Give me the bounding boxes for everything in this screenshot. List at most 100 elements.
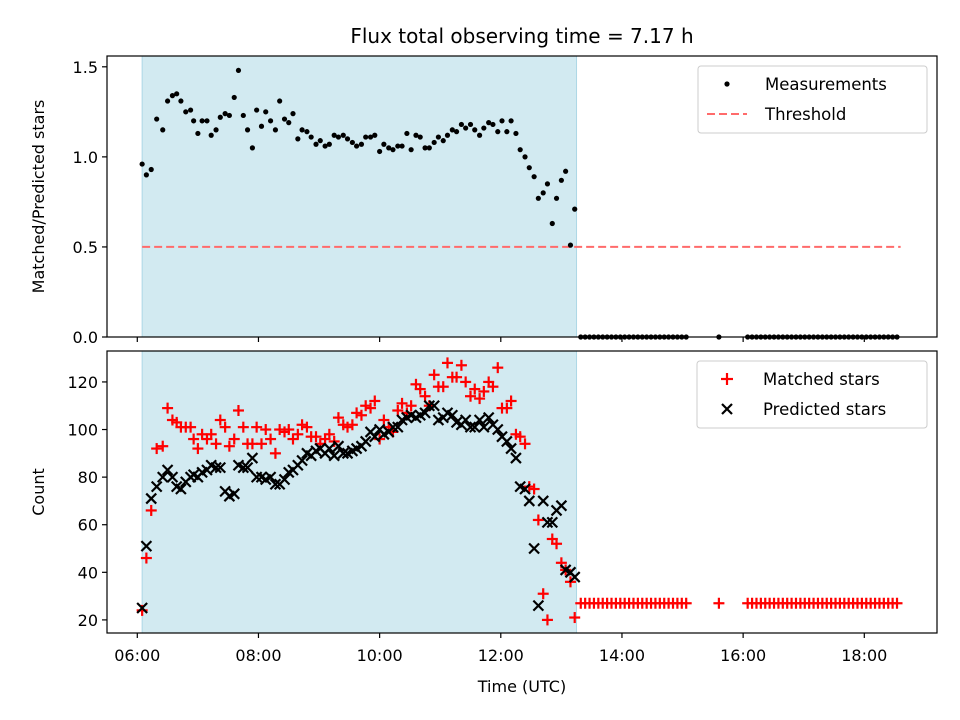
x-axis-label: Time (UTC): [477, 677, 566, 696]
measurement-point: [154, 116, 160, 122]
measurement-point: [386, 145, 392, 151]
matched-star-point: [514, 431, 526, 443]
bottom-legend-box: [696, 360, 928, 429]
predicted-star-point: [296, 454, 308, 467]
matched-star-point: [392, 404, 404, 416]
y-tick-label: 20: [78, 611, 98, 630]
measurement-point: [164, 98, 171, 104]
bottom-legend: Matched stars Predicted stars: [696, 360, 928, 429]
observing-span-shade-bottom: [141, 350, 578, 634]
bottom-x-ticks: 06:00 08:00 10:00 12:00 14:00 16:00 18:00: [114, 633, 887, 665]
measurement-point: [191, 118, 197, 124]
top-panel: 0.0 0.5 1.0 1.5 Matched/Predicted stars Mea…: [29, 55, 938, 347]
measurement-point: [226, 112, 232, 119]
matched-star-point: [528, 483, 540, 495]
predicted-star-point: [369, 430, 381, 443]
measurement-point: [308, 134, 314, 140]
y-tick-label: 0.0: [73, 328, 98, 347]
predicted-star-point: [446, 409, 459, 422]
top-y-axis-label: Matched/Predicted stars: [29, 100, 48, 294]
measurement-point: [417, 134, 423, 140]
matched-star-point: [519, 438, 531, 450]
measurement-point: [572, 206, 578, 212]
predicted-star-point: [532, 599, 545, 612]
predicted-star-point: [428, 399, 440, 412]
matched-star-point: [478, 385, 490, 397]
matched-star-point: [157, 440, 169, 452]
measurement-point: [481, 125, 487, 131]
measurement-point: [143, 172, 149, 178]
measurement-point: [377, 148, 383, 155]
matched-star-point: [460, 376, 472, 388]
measurement-point: [408, 147, 414, 153]
bottom-y-ticks: 20 40 60 80 100 120: [67, 373, 107, 630]
predicted-star-point: [278, 473, 291, 486]
matched-star-point: [283, 424, 295, 436]
top-plot-frame: [106, 55, 938, 338]
measurement-point: [231, 94, 237, 101]
matched-star-point: [532, 514, 544, 526]
predicted-star-point: [337, 447, 350, 460]
matched-star-point: [332, 412, 344, 424]
predicted-star-point: [237, 461, 250, 474]
matched-star-point: [365, 402, 377, 414]
y-tick-label: 40: [78, 563, 98, 582]
matched-star-point: [405, 400, 417, 412]
matched-star-point: [188, 433, 200, 445]
measurement-point: [490, 121, 496, 128]
matched-star-point: [378, 414, 390, 426]
matched-star-point: [537, 588, 549, 600]
predicted-star-point: [510, 452, 522, 464]
measurement-point: [363, 134, 369, 140]
matched-star-point: [145, 504, 157, 516]
matched-star-point: [151, 443, 163, 455]
predicted-star-point: [528, 542, 540, 555]
top-x-ticks: [136, 337, 865, 342]
matched-star-point: [414, 383, 426, 395]
y-tick-label: 60: [78, 516, 98, 535]
measurement-point: [281, 116, 288, 122]
measurement-point: [331, 132, 337, 138]
matched-star-point: [255, 438, 267, 450]
y-tick-label: 1.5: [73, 58, 98, 77]
measurement-point: [367, 134, 374, 140]
measurement-point: [404, 130, 410, 137]
predicted-star-point: [473, 414, 486, 426]
measurement-point: [395, 143, 401, 149]
predicted-star-point: [210, 461, 222, 474]
observing-span: [141, 55, 578, 338]
bottom-panel: 20 40 60 80 100 120 06:00 08:00 10:00 12:00 14:00…: [29, 350, 938, 696]
predicted-star-point: [166, 471, 179, 483]
measurement-point: [504, 129, 510, 135]
matched-star-point: [551, 538, 563, 550]
x-tick-label: 06:00: [114, 646, 160, 665]
x-tick-label: 18:00: [841, 646, 887, 665]
matched-star-point: [465, 390, 477, 402]
predicted-star-point: [501, 435, 513, 448]
matched-star-point: [223, 440, 235, 452]
predicted-star-point: [478, 421, 490, 433]
measurement-point: [435, 134, 441, 140]
measurement-point: [508, 118, 514, 124]
measurement-point: [413, 132, 419, 138]
top-legend: Measurements Threshold: [697, 65, 928, 134]
legend-predicted-marker: [721, 403, 733, 415]
measurement-point: [349, 139, 355, 146]
measurement-point: [258, 123, 265, 129]
predicted-star-point: [264, 471, 277, 483]
predicted-star-point: [419, 407, 431, 419]
measurement-point: [295, 136, 301, 142]
predicted-star-point: [161, 464, 174, 476]
measurement-point: [472, 127, 478, 133]
matched-star-point: [323, 428, 335, 440]
predicted-star-point: [175, 483, 187, 495]
matched-star-point: [360, 400, 372, 412]
predicted-star-point: [505, 442, 517, 455]
measurement-point: [160, 127, 166, 133]
matched-star-point: [455, 359, 467, 371]
predicted-star-point: [459, 414, 472, 426]
measurement-point: [495, 129, 501, 135]
predicted-star-point: [328, 449, 340, 462]
matched-star-point: [265, 433, 277, 445]
